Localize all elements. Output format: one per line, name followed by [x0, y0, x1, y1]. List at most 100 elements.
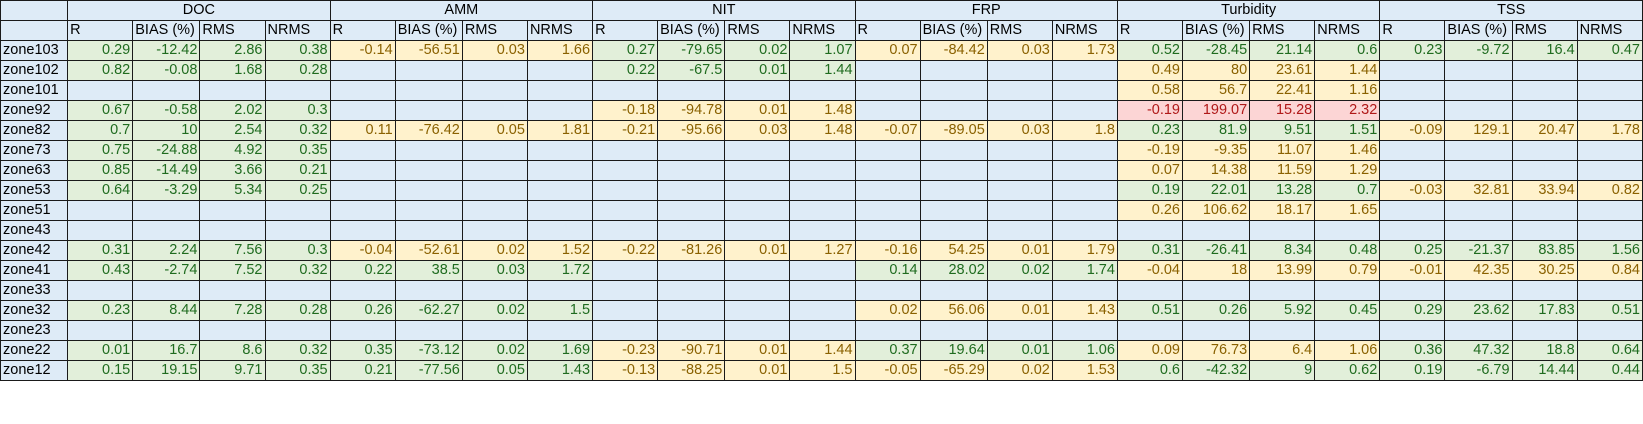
- value-cell: 1.74: [1051, 260, 1118, 281]
- value-cell: 0.47: [1576, 40, 1643, 61]
- value-cell: [67, 200, 134, 221]
- value-cell: [1444, 140, 1513, 161]
- value-cell: [1116, 220, 1184, 241]
- value-cell: 1.78: [1576, 120, 1643, 141]
- value-cell: [132, 80, 201, 101]
- value-cell: [526, 100, 594, 121]
- value-cell: 30.25: [1511, 260, 1578, 281]
- table-row: zone41 0.43 -2.74 7.52 0.32 0.22 38.5 0.03 1.72 0…: [0, 260, 1643, 281]
- value-cell: [657, 200, 726, 221]
- value-cell: [789, 160, 856, 181]
- value-cell: -52.61: [394, 240, 463, 261]
- value-cell: [1511, 140, 1578, 161]
- value-cell: 0.38: [264, 40, 331, 61]
- value-cell: [1576, 220, 1643, 241]
- value-cell: [919, 180, 988, 201]
- value-cell: [394, 100, 463, 121]
- value-cell: 0.02: [724, 40, 791, 61]
- value-cell: 0.58: [1116, 80, 1184, 101]
- value-cell: 0.03: [461, 40, 528, 61]
- value-cell: [1444, 160, 1513, 181]
- value-cell: [1051, 220, 1118, 241]
- value-cell: -65.29: [919, 360, 988, 381]
- zone-label: zone23: [0, 320, 69, 341]
- value-cell: [1576, 60, 1643, 81]
- value-cell: [199, 200, 266, 221]
- table-row: zone12 0.15 19.15 9.71 0.35 0.21 -77.56 0.05 1.4…: [0, 360, 1643, 381]
- value-cell: [986, 200, 1053, 221]
- value-cell: 0.09: [1116, 340, 1184, 361]
- value-cell: [199, 320, 266, 341]
- value-cell: 0.43: [67, 260, 134, 281]
- value-cell: [789, 300, 856, 321]
- column-header: NRMS: [1314, 20, 1381, 41]
- value-cell: [329, 200, 396, 221]
- value-cell: 8.6: [199, 340, 266, 361]
- column-header: R: [1379, 20, 1446, 41]
- value-cell: [789, 140, 856, 161]
- value-cell: 0.01: [724, 100, 791, 121]
- table-row: zone101 0.58 56.7 22.41 1.16: [0, 80, 1643, 101]
- zone-label: zone53: [0, 180, 69, 201]
- value-cell: [1314, 220, 1381, 241]
- value-cell: 1.53: [1051, 360, 1118, 381]
- value-cell: 18.8: [1511, 340, 1578, 361]
- value-cell: 0.23: [1116, 120, 1184, 141]
- value-cell: [1379, 200, 1446, 221]
- zone-label: zone51: [0, 200, 69, 221]
- value-cell: [1181, 220, 1251, 241]
- value-cell: [329, 160, 396, 181]
- value-cell: 20.47: [1511, 120, 1578, 141]
- value-cell: -62.27: [394, 300, 463, 321]
- value-cell: [1511, 60, 1578, 81]
- group-header: FRP: [854, 0, 1118, 21]
- value-cell: [789, 280, 856, 301]
- column-header: R: [592, 20, 659, 41]
- value-cell: 1.56: [1576, 240, 1643, 261]
- column-header: R: [67, 20, 134, 41]
- value-cell: 0.22: [329, 260, 396, 281]
- value-cell: [526, 320, 594, 341]
- zone-label: zone103: [0, 40, 69, 61]
- value-cell: [592, 280, 659, 301]
- value-cell: 23.62: [1444, 300, 1513, 321]
- value-cell: [526, 220, 594, 241]
- value-cell: 13.99: [1249, 260, 1316, 281]
- value-cell: [919, 220, 988, 241]
- value-cell: [461, 140, 528, 161]
- value-cell: [394, 180, 463, 201]
- value-cell: [1444, 220, 1513, 241]
- value-cell: [789, 200, 856, 221]
- value-cell: 2.32: [1314, 100, 1381, 121]
- value-cell: -0.07: [854, 120, 921, 141]
- value-cell: [657, 280, 726, 301]
- value-cell: -88.25: [657, 360, 726, 381]
- value-cell: 0.31: [1116, 240, 1184, 261]
- table-row: zone23: [0, 320, 1643, 341]
- zone-label: zone92: [0, 100, 69, 121]
- value-cell: [461, 200, 528, 221]
- value-cell: [986, 320, 1053, 341]
- value-cell: [854, 80, 921, 101]
- value-cell: -3.29: [132, 180, 201, 201]
- value-cell: 0.32: [264, 340, 331, 361]
- value-cell: 0.01: [724, 340, 791, 361]
- table-body: zone103 0.29 -12.42 2.86 0.38 -0.14 -56.51 0.03…: [0, 40, 1643, 381]
- value-cell: 0.35: [264, 360, 331, 381]
- value-cell: [461, 60, 528, 81]
- value-cell: -12.42: [132, 40, 201, 61]
- value-cell: [1576, 100, 1643, 121]
- value-cell: [724, 200, 791, 221]
- value-cell: 1.06: [1314, 340, 1381, 361]
- table-row: zone73 0.75 -24.88 4.92 0.35 -0.19 -9.35 11.07 1…: [0, 140, 1643, 161]
- column-header: BIAS (%): [1444, 20, 1513, 41]
- value-cell: 38.5: [394, 260, 463, 281]
- value-cell: [657, 80, 726, 101]
- value-cell: [592, 140, 659, 161]
- value-cell: 0.51: [1116, 300, 1184, 321]
- value-cell: 11.07: [1249, 140, 1316, 161]
- value-cell: 22.01: [1181, 180, 1251, 201]
- value-cell: 0.25: [1379, 240, 1446, 261]
- value-cell: 0.25: [264, 180, 331, 201]
- value-cell: 1.68: [199, 60, 266, 81]
